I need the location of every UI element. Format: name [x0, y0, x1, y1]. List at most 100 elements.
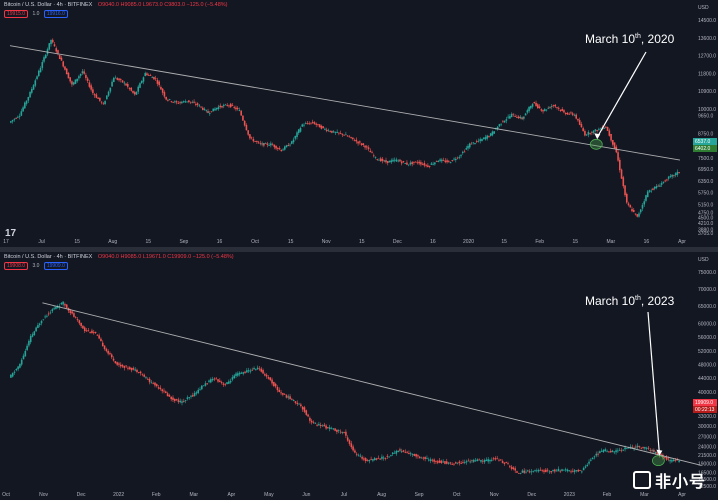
- candle-body: [549, 107, 551, 108]
- candle-body: [233, 375, 236, 379]
- candle-body: [177, 102, 180, 104]
- candle-body: [78, 76, 80, 79]
- candle-body: [94, 331, 97, 334]
- candle-body: [557, 107, 560, 109]
- candle-body: [110, 354, 113, 358]
- candle-body: [629, 446, 632, 448]
- candle-body: [104, 101, 106, 105]
- candle-body: [489, 459, 491, 462]
- candle-body: [673, 174, 675, 176]
- candle-body: [289, 144, 291, 146]
- candle-body: [456, 462, 459, 464]
- candle-body: [207, 111, 209, 114]
- candle-body: [224, 384, 227, 386]
- candle-body: [483, 460, 486, 463]
- candle-body: [142, 77, 145, 82]
- candle-body: [546, 469, 549, 471]
- candle-body: [385, 160, 387, 163]
- candle-body: [350, 137, 352, 138]
- x-tick-label: 15: [74, 239, 80, 245]
- candle-body: [303, 124, 305, 126]
- trendline: [9, 45, 681, 161]
- candle-body: [431, 459, 434, 461]
- price-badge-label: 00:22:13: [695, 407, 715, 413]
- candle-body: [393, 159, 396, 161]
- candle-body: [674, 460, 677, 461]
- candle-body: [436, 461, 439, 463]
- candle-body: [24, 350, 27, 357]
- x-tick-label: Dec: [527, 492, 536, 498]
- candle-body: [170, 101, 173, 103]
- y-tick-label: 60000.0: [698, 321, 716, 327]
- x-tick-label: Jul: [341, 492, 347, 498]
- buy-price-button[interactable]: 19916.0: [43, 10, 68, 18]
- candle-body: [204, 383, 207, 386]
- candle-body: [439, 159, 441, 161]
- price-badge-label: 6402.0: [695, 146, 711, 152]
- candle-body: [357, 141, 359, 144]
- symbol-header: Bitcoin / U.S. Dollar · 4h · BITFINEX O9…: [4, 2, 228, 8]
- candle-body: [291, 399, 293, 401]
- highlight-circle: [651, 455, 665, 467]
- candle-body: [646, 191, 649, 198]
- candle-body: [523, 470, 526, 473]
- candle-body: [465, 148, 468, 150]
- candle-body: [664, 180, 666, 182]
- candle-body: [243, 120, 246, 126]
- candle-body: [139, 83, 141, 88]
- candle-body: [22, 107, 24, 112]
- x-tick-label: Dec: [393, 239, 402, 245]
- candle-body: [552, 469, 554, 471]
- sell-price-button[interactable]: 19915.0: [4, 10, 29, 18]
- candle-body: [266, 143, 269, 145]
- candle-body: [408, 452, 410, 455]
- candle-body: [53, 44, 56, 47]
- candle-body: [557, 468, 560, 472]
- x-tick-label: Oct: [251, 239, 259, 245]
- candle-body: [649, 450, 652, 452]
- x-tick-label: Feb: [603, 492, 612, 498]
- candle-body: [536, 470, 538, 472]
- candle-body: [626, 448, 628, 450]
- candle-body: [585, 134, 588, 136]
- candle-body: [423, 162, 426, 166]
- chart-2023-svg[interactable]: USD 75000.0 70000.0 65000.0 60000.0 56000.0 52…: [0, 252, 718, 500]
- candle-body: [193, 393, 196, 397]
- candle-body: [214, 108, 216, 111]
- candle-body: [294, 135, 297, 139]
- candle-body: [44, 316, 46, 318]
- candle-body: [64, 66, 66, 70]
- candle-body: [631, 446, 634, 448]
- candle-body: [622, 177, 625, 187]
- candle-body: [60, 303, 63, 305]
- candle-body: [170, 396, 172, 400]
- candle-body: [648, 190, 651, 192]
- price-badge-label: 6537.0: [695, 139, 711, 145]
- candle-body: [519, 473, 522, 474]
- candle-body: [588, 461, 590, 464]
- candle-body: [449, 162, 452, 164]
- candle-body: [382, 457, 385, 459]
- sell-price-button[interactable]: 19908.0: [4, 262, 29, 270]
- buy-price-button[interactable]: 19909.0: [43, 262, 68, 270]
- candle-body: [287, 145, 290, 147]
- candle-body: [359, 455, 362, 457]
- candle-body: [179, 102, 181, 104]
- candle-body: [285, 145, 288, 148]
- candle-body: [465, 461, 468, 463]
- candle-body: [76, 319, 79, 321]
- candle-body: [38, 323, 41, 326]
- candle-body: [627, 203, 630, 206]
- candle-body: [388, 456, 390, 458]
- candle-body: [57, 50, 59, 54]
- candle-body: [371, 152, 373, 154]
- candle-body: [149, 75, 152, 76]
- candle-body: [608, 130, 611, 136]
- candle-body: [468, 143, 471, 148]
- candle-body: [669, 460, 671, 462]
- candle-body: [435, 160, 438, 162]
- chart-2020-svg[interactable]: USD 14500.0 13600.0 12700.0 11800.0 10900.0 10…: [0, 0, 718, 247]
- x-tick-label: Sep: [415, 492, 424, 498]
- candle-body: [374, 156, 377, 158]
- candle-body: [310, 122, 312, 124]
